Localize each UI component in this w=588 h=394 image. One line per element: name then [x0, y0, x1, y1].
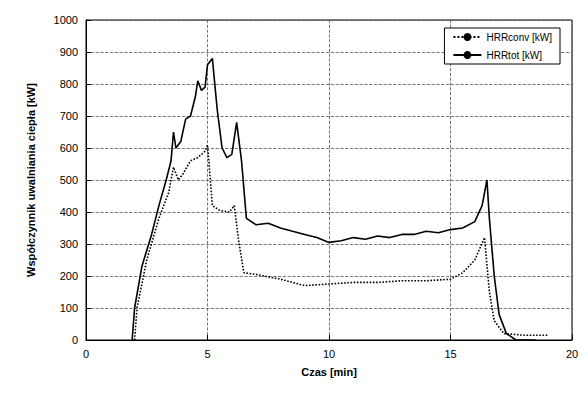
svg-text:0: 0 [83, 348, 89, 360]
svg-text:100: 100 [60, 302, 78, 314]
svg-text:400: 400 [60, 206, 78, 218]
svg-text:600: 600 [60, 142, 78, 154]
svg-text:Czas [min]: Czas [min] [301, 366, 357, 378]
svg-text:300: 300 [60, 238, 78, 250]
svg-text:500: 500 [60, 174, 78, 186]
svg-text:1000: 1000 [54, 14, 78, 26]
svg-text:900: 900 [60, 46, 78, 58]
svg-text:5: 5 [204, 348, 210, 360]
svg-text:0: 0 [72, 334, 78, 346]
svg-text:15: 15 [444, 348, 456, 360]
svg-text:20: 20 [566, 348, 578, 360]
svg-text:200: 200 [60, 270, 78, 282]
svg-text:HRRtot [kW]: HRRtot [kW] [486, 50, 542, 61]
svg-text:700: 700 [60, 110, 78, 122]
svg-text:800: 800 [60, 78, 78, 90]
svg-text:HRRconv [kW]: HRRconv [kW] [486, 32, 552, 43]
svg-text:Współczynnik uwalniania ciepła: Współczynnik uwalniania ciepła [kW] [25, 83, 37, 277]
svg-text:10: 10 [323, 348, 335, 360]
